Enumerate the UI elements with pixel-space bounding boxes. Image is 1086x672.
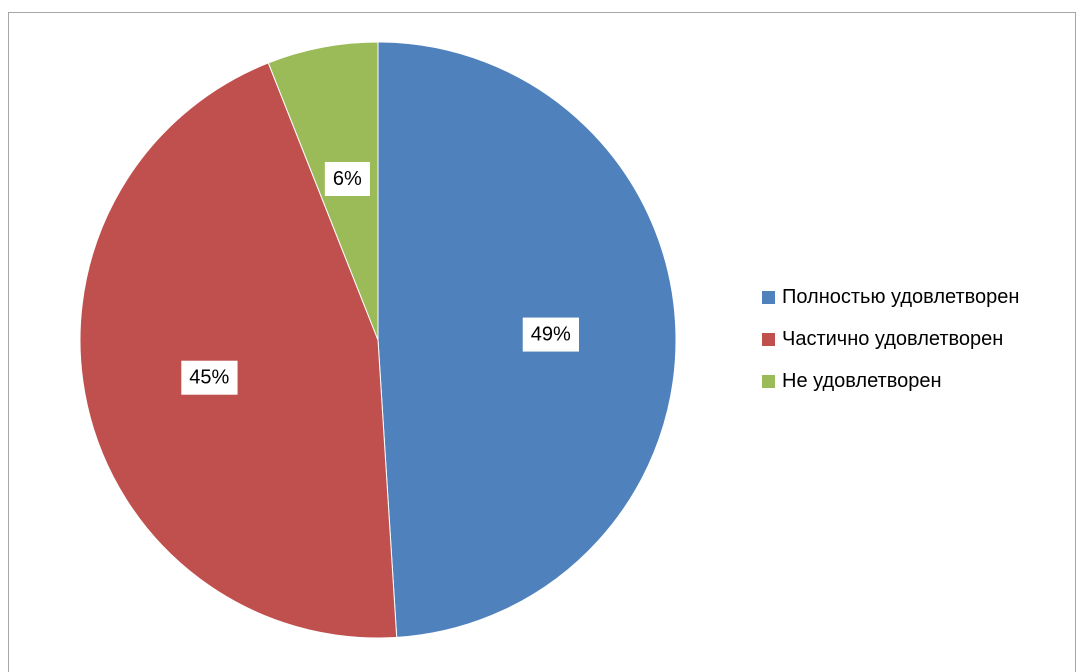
chart-frame <box>8 12 1076 672</box>
legend-label-fully-satisfied: Полностью удовлетворен <box>782 285 1020 308</box>
data-label-box-not-satisfied <box>324 162 370 197</box>
pie-data-labels: 49% 45% 6% <box>181 162 579 395</box>
data-label-text-partially-satisfied: 45% <box>189 367 229 389</box>
pie-slices <box>79 41 677 639</box>
legend-swatch-partially-satisfied <box>762 332 775 346</box>
legend-label-not-satisfied: Не удовлетворен <box>782 369 942 392</box>
legend-swatch-fully-satisfied <box>762 290 775 304</box>
data-label-fully-satisfied: 49% <box>522 317 579 352</box>
data-label-partially-satisfied: 45% <box>181 360 238 395</box>
legend-item-partially-satisfied: Частично удовлетворен <box>762 325 1019 353</box>
pie-slice-partially-satisfied <box>79 62 398 639</box>
data-label-text-not-satisfied: 6% <box>333 168 362 190</box>
legend-label-partially-satisfied: Частично удовлетворен <box>782 327 1004 350</box>
data-label-box-partially-satisfied <box>181 360 238 395</box>
data-label-box-fully-satisfied <box>522 317 579 352</box>
legend-item-fully-satisfied: Полностью удовлетворен <box>762 283 1019 311</box>
data-label-text-fully-satisfied: 49% <box>531 324 571 346</box>
data-label-not-satisfied: 6% <box>324 162 370 197</box>
legend-item-not-satisfied: Не удовлетворен <box>762 367 1019 395</box>
legend-swatch-not-satisfied <box>762 374 775 388</box>
pie-slice-not-satisfied <box>267 41 379 341</box>
legend: Полностью удовлетворен Частично удовлетв… <box>762 283 1019 409</box>
